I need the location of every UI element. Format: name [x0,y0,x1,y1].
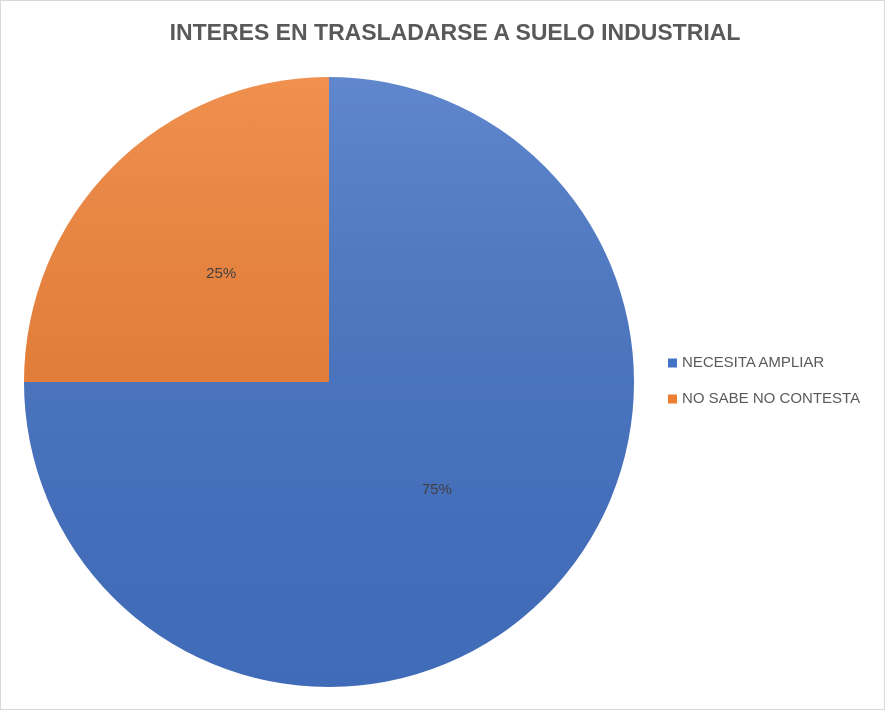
data-label: 75% [422,481,452,498]
pie: 75% 25% [24,77,634,687]
legend-swatch [668,358,677,368]
legend: NECESITA AMPLIAR NO SABE NO CONTESTA [668,354,860,407]
chart-title: INTERES EN TRASLADARSE A SUELO INDUSTRIA… [170,19,741,45]
legend-swatch [668,394,677,404]
legend-label: NECESITA AMPLIAR [682,354,824,371]
data-label: 25% [206,265,236,282]
legend-label: NO SABE NO CONTESTA [682,390,860,407]
